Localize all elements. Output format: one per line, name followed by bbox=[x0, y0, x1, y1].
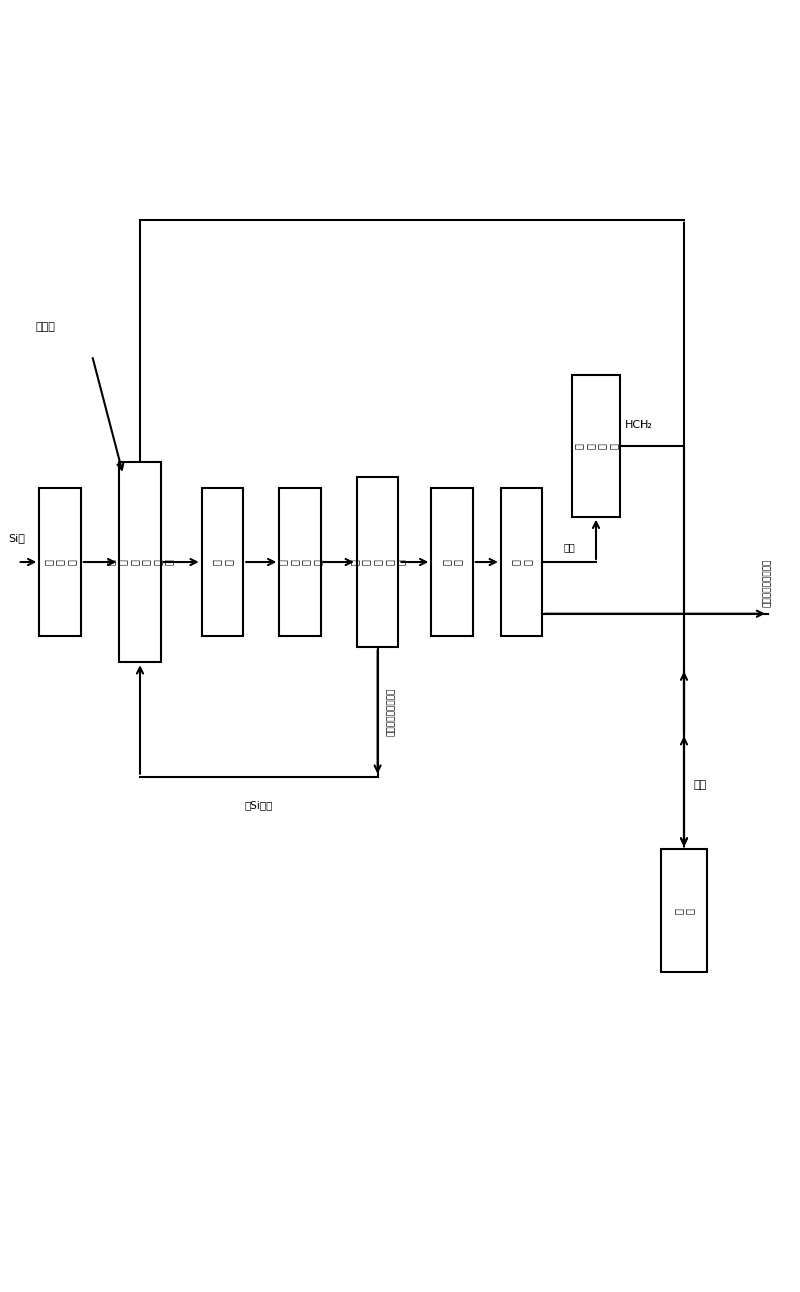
Text: 含Si粉气: 含Si粉气 bbox=[245, 800, 273, 810]
Text: 变
压
吸
附: 变 压 吸 附 bbox=[574, 443, 618, 448]
Text: 三
氯
硅
综
合
炉: 三 氯 硅 综 合 炉 bbox=[106, 559, 174, 565]
Text: 氯化氢: 氯化氢 bbox=[36, 322, 56, 332]
FancyBboxPatch shape bbox=[661, 850, 707, 972]
Text: 冷
凝: 冷 凝 bbox=[511, 559, 533, 565]
Text: 水
冷: 水 冷 bbox=[441, 559, 462, 565]
Text: 尾气: 尾气 bbox=[563, 541, 575, 552]
Text: H₂: H₂ bbox=[640, 420, 653, 430]
FancyBboxPatch shape bbox=[357, 477, 398, 647]
Text: 洗
涤: 洗 涤 bbox=[674, 908, 694, 913]
FancyBboxPatch shape bbox=[572, 375, 620, 517]
Text: 提
粒
炉: 提 粒 炉 bbox=[43, 559, 77, 565]
Text: HCl: HCl bbox=[625, 420, 644, 430]
Text: 沉
降: 沉 降 bbox=[211, 559, 234, 565]
FancyBboxPatch shape bbox=[431, 487, 473, 637]
FancyBboxPatch shape bbox=[202, 487, 243, 637]
FancyBboxPatch shape bbox=[501, 487, 542, 637]
Text: Si粉: Si粉 bbox=[8, 532, 25, 543]
Text: 粉尘、高氯硅混合气: 粉尘、高氯硅混合气 bbox=[387, 687, 396, 736]
Text: 放空: 放空 bbox=[694, 780, 707, 789]
FancyBboxPatch shape bbox=[279, 487, 321, 637]
FancyBboxPatch shape bbox=[39, 487, 81, 637]
Text: 旋
风
分
离: 旋 风 分 离 bbox=[278, 559, 322, 565]
FancyBboxPatch shape bbox=[119, 461, 161, 663]
Text: 三氯氢硅、四氯化硅: 三氯氢硅、四氯化硅 bbox=[763, 559, 772, 607]
Text: 袋
式
过
滤
器: 袋 式 过 滤 器 bbox=[350, 559, 406, 565]
